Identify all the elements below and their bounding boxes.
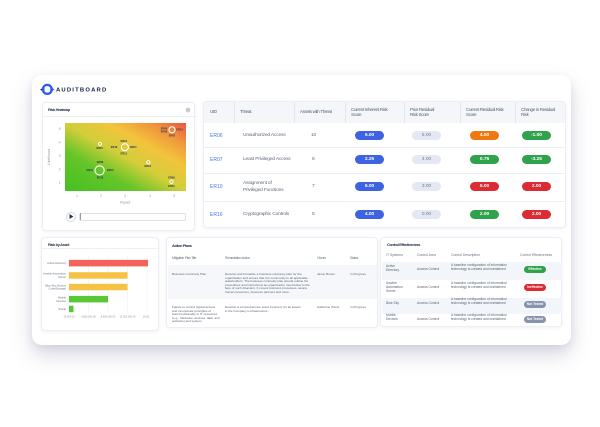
svg-text:ER16: ER16 [97, 176, 104, 180]
svg-text:AUDITBOARD: AUDITBOARD [56, 87, 107, 93]
svg-text:Oracle: Oracle [58, 307, 66, 311]
svg-text:12,000,000.00: 12,000,000.00 [120, 316, 137, 319]
svg-text:ER01: ER01 [87, 168, 94, 172]
svg-text:4: 4 [59, 141, 61, 145]
svg-text:5: 5 [59, 127, 61, 131]
svg-text:ER06: ER06 [168, 175, 175, 179]
svg-text:Blue Sky (Source: Blue Sky (Source [45, 283, 66, 287]
svg-text:ER03: ER03 [107, 168, 114, 172]
svg-text:1: 1 [76, 194, 78, 198]
svg-text:ER18: ER18 [111, 145, 118, 149]
svg-text:4,000,000.00: 4,000,000.00 [81, 316, 96, 319]
svg-text:3: 3 [59, 154, 61, 158]
svg-text:Impact: Impact [120, 201, 131, 205]
svg-text:ER10: ER10 [121, 139, 128, 143]
svg-text:3: 3 [124, 194, 126, 198]
svg-text:1: 1 [59, 181, 61, 185]
svg-text:ER13: ER13 [121, 152, 128, 156]
svg-text:Ansible Automation: Ansible Automation [43, 272, 67, 276]
svg-text:4: 4 [149, 194, 151, 198]
svg-text:16,00...: 16,00... [143, 316, 152, 319]
svg-text:30,000.00: 30,000.00 [63, 316, 75, 319]
svg-text:5: 5 [173, 194, 175, 198]
svg-text:2: 2 [100, 194, 102, 198]
svg-text:ER07: ER07 [169, 133, 176, 137]
svg-text:ER19: ER19 [144, 164, 151, 168]
svg-text:ER06: ER06 [161, 127, 168, 131]
svg-text:ER14: ER14 [176, 128, 183, 132]
svg-text:2: 2 [59, 168, 61, 172]
svg-text:8,000,000.00: 8,000,000.00 [101, 316, 116, 319]
svg-text:ER09: ER09 [161, 130, 168, 134]
svg-text:ER08: ER08 [97, 160, 104, 164]
svg-text:Mobile: Mobile [58, 296, 66, 300]
svg-text:ER04: ER04 [130, 145, 137, 149]
svg-text:Likelihood: Likelihood [47, 149, 51, 165]
svg-text:ER15: ER15 [96, 146, 103, 150]
svg-text:Server: Server [58, 275, 66, 279]
svg-text:Active Directory: Active Directory [47, 261, 66, 265]
svg-text:ER12: ER12 [168, 184, 175, 188]
svg-text:Code/Storage): Code/Storage) [49, 287, 67, 291]
svg-text:Devices: Devices [56, 299, 66, 303]
